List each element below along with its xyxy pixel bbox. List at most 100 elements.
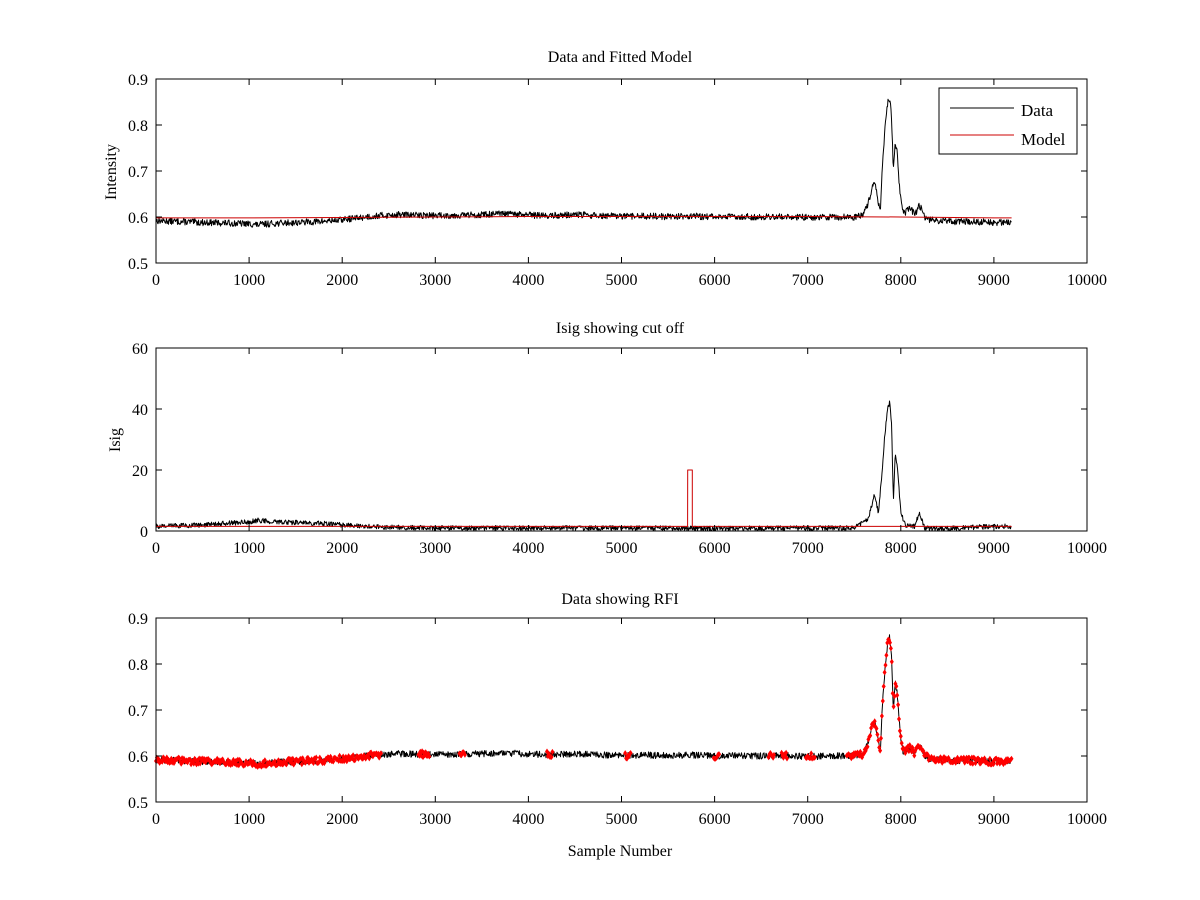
x-tick-label: 7000 bbox=[792, 272, 824, 289]
rfi-marker bbox=[623, 750, 628, 757]
plot-marks bbox=[154, 634, 1014, 770]
rfi-marker bbox=[717, 751, 722, 758]
series-cut-off-line bbox=[156, 469, 1012, 527]
rfi-marker bbox=[970, 760, 975, 767]
y-tick-label: 60 bbox=[132, 341, 148, 358]
rfi-marker bbox=[889, 658, 894, 665]
rfi-marker bbox=[314, 754, 319, 761]
rfi-marker bbox=[299, 761, 304, 768]
rfi-marker bbox=[785, 755, 789, 762]
rfi-marker bbox=[874, 725, 879, 732]
x-tick-label: 3000 bbox=[419, 811, 451, 828]
x-tick-label: 5000 bbox=[606, 540, 638, 557]
x-tick-label: 6000 bbox=[699, 272, 731, 289]
rfi-marker bbox=[895, 692, 900, 699]
rfi-marker bbox=[550, 748, 555, 755]
axes: 0 1000 2000 3000 4000 5000 6000 7000 8000 9000 100… bbox=[132, 341, 1107, 557]
x-tick-label: 3000 bbox=[419, 540, 451, 557]
y-tick-label: 0.6 bbox=[128, 210, 148, 227]
rfi-marker bbox=[899, 740, 904, 747]
chart-title: Data and Fitted Model bbox=[548, 49, 693, 66]
chart-intensity: Data and Fitted Model Intensity 0 1000 200… bbox=[103, 49, 1107, 289]
rfi-marker bbox=[462, 751, 467, 758]
x-tick-label: 10000 bbox=[1067, 540, 1107, 557]
x-tick-label: 1000 bbox=[233, 540, 265, 557]
rfi-marker bbox=[880, 698, 885, 704]
x-tick-label: 0 bbox=[152, 811, 160, 828]
rfi-marker bbox=[865, 743, 870, 750]
y-tick-label: 0.9 bbox=[128, 611, 148, 628]
rfi-marker bbox=[883, 662, 888, 669]
rfi-marker bbox=[884, 652, 889, 659]
x-tick-label: 9000 bbox=[978, 540, 1010, 557]
rfi-marker bbox=[379, 750, 383, 757]
chart-title: Data showing RFI bbox=[561, 591, 678, 608]
rfi-marker bbox=[351, 752, 356, 759]
rfi-marker bbox=[772, 751, 776, 758]
x-tick-label: 2000 bbox=[326, 540, 358, 557]
x-tick-label: 2000 bbox=[326, 811, 358, 828]
rfi-marker bbox=[888, 639, 892, 646]
x-tick-label: 1000 bbox=[233, 272, 265, 289]
rfi-marker bbox=[882, 669, 887, 676]
x-tick-label: 6000 bbox=[699, 811, 731, 828]
x-tick-label: 7000 bbox=[792, 811, 824, 828]
rfi-marker bbox=[809, 750, 814, 757]
x-axis-label: Sample Number bbox=[568, 843, 673, 860]
x-tick-label: 10000 bbox=[1067, 272, 1107, 289]
rfi-marker bbox=[876, 737, 881, 744]
rfi-marker bbox=[888, 645, 893, 652]
axes-frame bbox=[155, 347, 1088, 532]
rfi-marker bbox=[912, 752, 917, 759]
y-tick-label: 0.5 bbox=[128, 256, 148, 273]
y-tick-label: 0.7 bbox=[128, 703, 148, 720]
legend-box bbox=[938, 87, 1078, 155]
chart-isig: Isig showing cut off Isig 0 1000 2000 3000 4… bbox=[107, 320, 1107, 557]
x-tick-label: 4000 bbox=[512, 811, 544, 828]
rfi-marker bbox=[987, 755, 992, 762]
series-model-line bbox=[156, 216, 1012, 219]
x-tick-label: 9000 bbox=[978, 811, 1010, 828]
rfi-marker bbox=[898, 733, 903, 740]
x-tick-label: 3000 bbox=[419, 272, 451, 289]
rfi-marker bbox=[875, 731, 880, 738]
x-tick-label: 1000 bbox=[233, 811, 265, 828]
rfi-marker bbox=[897, 716, 901, 722]
y-tick-label: 0.5 bbox=[128, 795, 148, 812]
rfi-marker bbox=[872, 718, 877, 725]
rfi-marker bbox=[1009, 755, 1014, 762]
axes: 0 1000 2000 3000 4000 5000 6000 7000 8000 9000 100… bbox=[128, 611, 1107, 828]
y-tick-label: 20 bbox=[132, 463, 148, 480]
series-rfi-markers bbox=[154, 636, 1014, 770]
y-tick-label: 0.7 bbox=[128, 164, 148, 181]
x-tick-label: 4000 bbox=[512, 540, 544, 557]
plot-marks bbox=[155, 400, 1012, 532]
x-tick-label: 6000 bbox=[699, 540, 731, 557]
x-tick-label: 0 bbox=[152, 272, 160, 289]
rfi-marker bbox=[891, 703, 896, 710]
plot-marks bbox=[155, 98, 1012, 228]
legend: Data Model bbox=[938, 87, 1078, 155]
x-tick-label: 8000 bbox=[885, 272, 917, 289]
x-tick-label: 0 bbox=[152, 540, 160, 557]
x-tick-label: 10000 bbox=[1067, 811, 1107, 828]
x-tick-label: 5000 bbox=[606, 811, 638, 828]
rfi-marker bbox=[628, 750, 633, 756]
y-tick-label: 0.6 bbox=[128, 749, 148, 766]
rfi-marker bbox=[878, 747, 883, 754]
series-isig-line bbox=[155, 400, 1012, 532]
rfi-marker bbox=[896, 701, 901, 708]
x-tick-label: 4000 bbox=[512, 272, 544, 289]
rfi-marker bbox=[903, 750, 908, 756]
rfi-marker bbox=[549, 754, 554, 760]
x-tick-label: 8000 bbox=[885, 540, 917, 557]
rfi-marker bbox=[191, 760, 196, 767]
chart-title: Isig showing cut off bbox=[556, 320, 685, 337]
rfi-marker bbox=[784, 749, 789, 756]
x-tick-label: 8000 bbox=[885, 811, 917, 828]
axes-frame bbox=[155, 617, 1088, 803]
rfi-marker bbox=[879, 713, 884, 719]
chart-rfi: Data showing RFI Sample Number 0 1000 2000… bbox=[128, 591, 1107, 860]
rfi-marker bbox=[892, 693, 897, 700]
